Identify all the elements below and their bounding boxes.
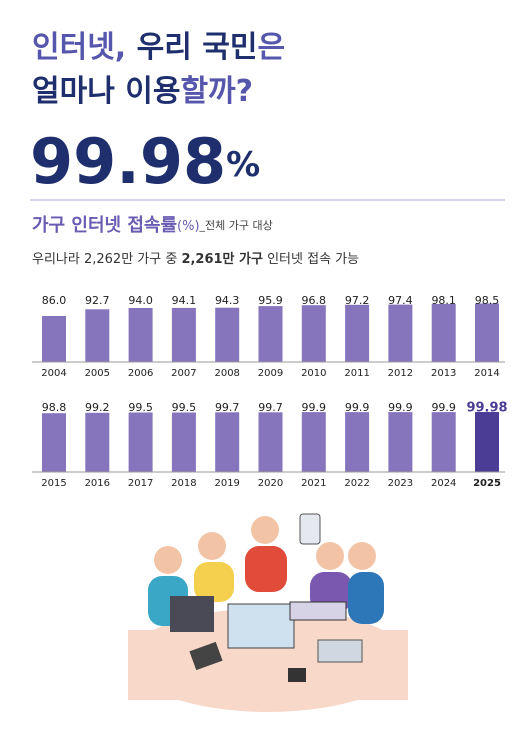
bar — [475, 412, 499, 472]
value-label: 99.98 — [466, 401, 507, 416]
value-label: 92.7 — [85, 294, 110, 307]
value-label: 99.9 — [388, 401, 413, 414]
x-tick-label: 2017 — [128, 478, 153, 489]
x-tick-label: 2018 — [171, 478, 196, 489]
title-segment: 인터넷, — [32, 30, 126, 65]
value-label: 94.3 — [215, 294, 240, 307]
x-tick-label: 2012 — [388, 368, 413, 379]
x-tick-label: 2008 — [214, 368, 239, 379]
x-tick-label: 2021 — [301, 478, 326, 489]
bar — [42, 316, 66, 362]
value-label: 95.9 — [258, 294, 283, 307]
title-segment: 우리 국민 — [126, 30, 257, 65]
unit: (%) — [177, 219, 200, 234]
bar — [388, 304, 413, 362]
bar — [42, 413, 66, 472]
bar — [301, 305, 326, 362]
x-tick-label: 2009 — [258, 368, 283, 379]
value-label: 98.8 — [42, 401, 67, 414]
bar — [345, 412, 370, 472]
section-title: 가구 인터넷 접속률(%)_전체 가구 대상 — [32, 215, 273, 236]
illustration — [128, 513, 408, 712]
x-tick-label: 2014 — [474, 368, 499, 379]
bar — [475, 303, 499, 362]
x-tick-label: 2020 — [258, 478, 283, 489]
bar — [431, 303, 456, 362]
x-tick-label: 2005 — [85, 368, 110, 379]
bar — [388, 412, 413, 472]
title-line: 인터넷, 우리 국민은 — [32, 30, 285, 65]
x-tick-label: 2025 — [473, 478, 501, 489]
value-label: 94.0 — [128, 294, 153, 307]
bar — [431, 412, 456, 472]
bar — [171, 307, 196, 362]
x-tick-label: 2011 — [344, 368, 369, 379]
bar — [85, 309, 110, 362]
value-label: 98.5 — [475, 294, 500, 307]
bar — [171, 412, 196, 472]
x-tick-label: 2023 — [388, 478, 413, 489]
summary: 우리나라 2,262만 가구 중 2,261만 가구 인터넷 접속 가능 — [32, 251, 359, 267]
x-tick-label: 2010 — [301, 368, 326, 379]
x-tick-label: 2019 — [214, 478, 239, 489]
title-line: 얼마나 이용할까? — [32, 74, 253, 109]
title-segment: 할까? — [180, 74, 253, 109]
bar — [128, 412, 153, 472]
value-label: 86.0 — [42, 294, 67, 307]
headline: 99.98% — [30, 125, 260, 198]
bar — [258, 306, 283, 362]
value-label: 99.9 — [431, 401, 456, 414]
title-segment: 얼마나 이용 — [32, 74, 180, 109]
x-tick-label: 2006 — [128, 368, 153, 379]
bar — [258, 412, 283, 472]
x-tick-label: 2022 — [344, 478, 369, 489]
headline-value: 99.98 — [30, 125, 226, 198]
summary-segment: 우리나라 2,262만 가구 중 — [32, 252, 181, 267]
x-tick-label: 2013 — [431, 368, 456, 379]
bar — [215, 412, 240, 472]
headline-unit: % — [226, 145, 260, 185]
value-label: 97.4 — [388, 294, 413, 307]
summary-segment: 2,261만 가구 — [181, 251, 263, 267]
x-tick-label: 2024 — [431, 478, 456, 489]
x-tick-label: 2015 — [41, 478, 66, 489]
summary-segment: 인터넷 접속 가능 — [263, 252, 359, 267]
value-label: 99.9 — [345, 401, 370, 414]
value-label: 96.8 — [302, 294, 327, 307]
scope: _전체 가구 대상 — [199, 219, 273, 232]
value-label: 99.5 — [128, 401, 153, 414]
bar — [345, 304, 370, 362]
value-label: 94.1 — [172, 294, 197, 307]
x-tick-label: 2016 — [85, 478, 110, 489]
title: 가구 인터넷 접속률 — [32, 215, 177, 236]
x-tick-label: 2007 — [171, 368, 196, 379]
title-segment: 은 — [258, 30, 286, 65]
value-label: 99.7 — [258, 401, 283, 414]
bar — [128, 308, 153, 362]
value-label: 99.9 — [302, 401, 327, 414]
value-label: 99.2 — [85, 401, 110, 414]
value-label: 98.1 — [431, 294, 456, 307]
value-label: 99.5 — [172, 401, 197, 414]
value-label: 99.7 — [215, 401, 240, 414]
bar — [215, 307, 240, 362]
value-label: 97.2 — [345, 294, 370, 307]
bar — [301, 412, 326, 472]
x-tick-label: 2004 — [41, 368, 66, 379]
bar — [85, 412, 110, 472]
